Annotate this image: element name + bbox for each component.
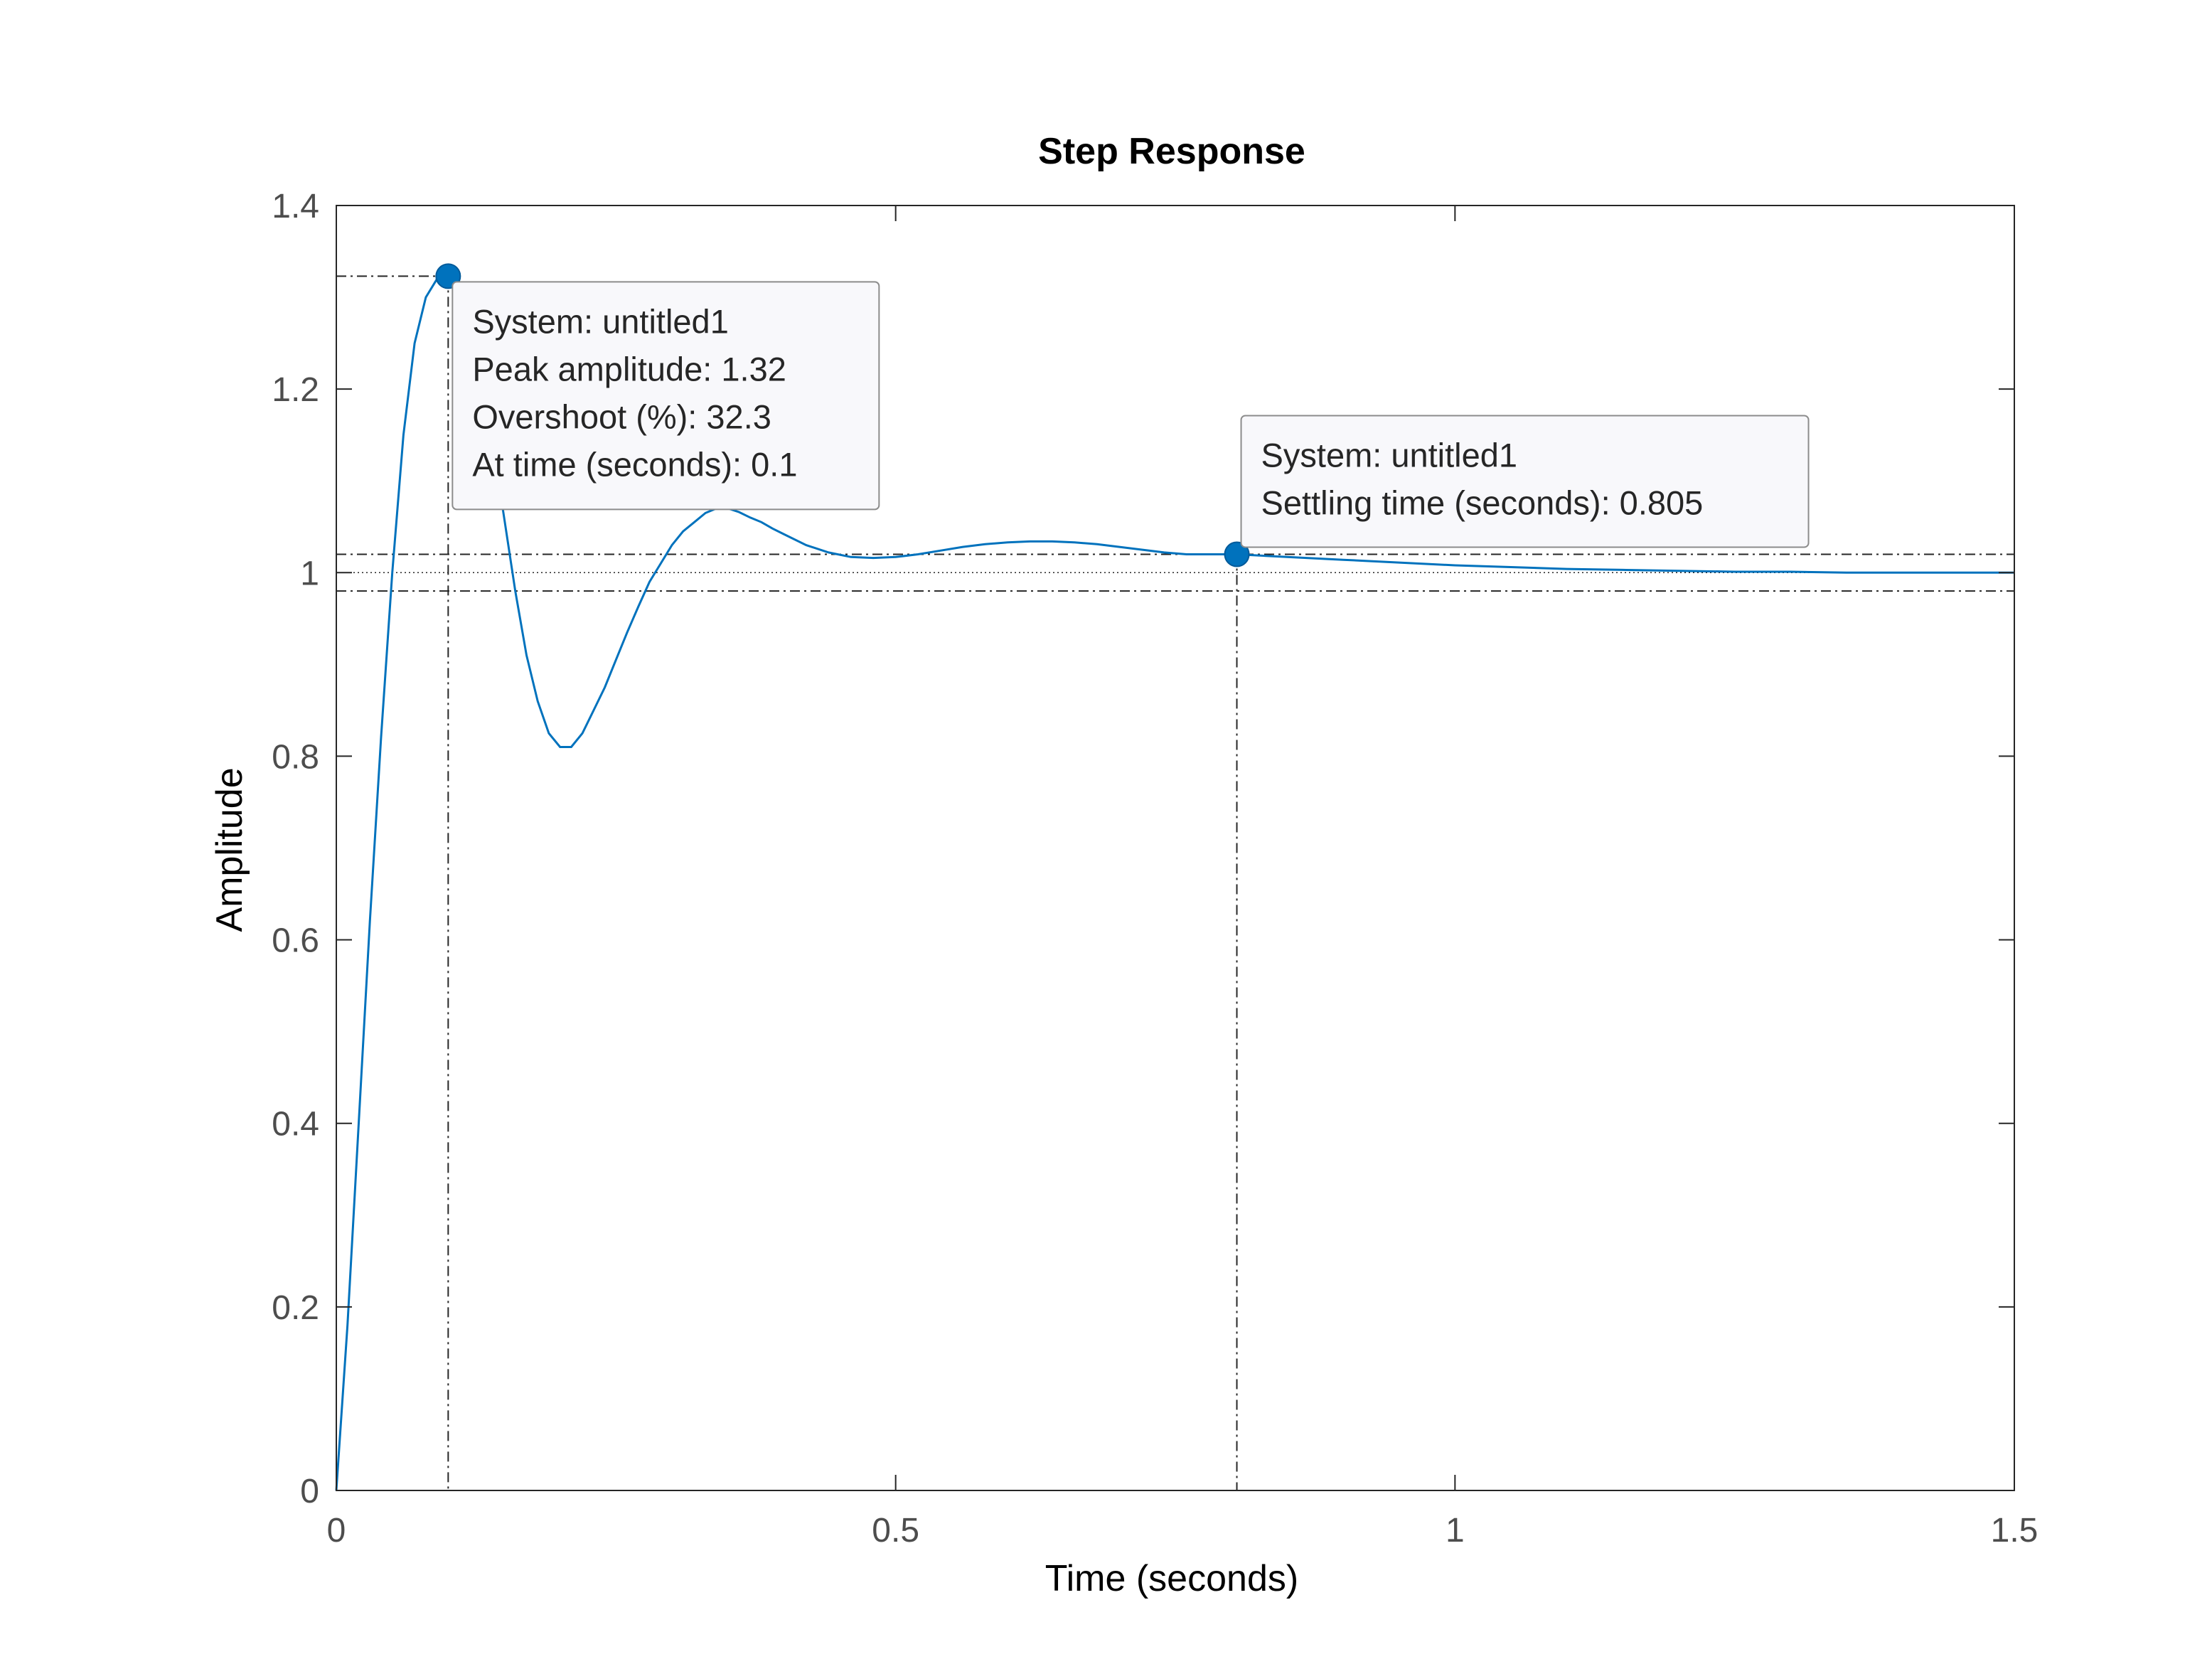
datatip-line: System: untitled1 xyxy=(472,302,729,340)
y-tick-label: 0.8 xyxy=(272,738,319,776)
x-tick-label: 1.5 xyxy=(1991,1512,2039,1549)
datatip-box xyxy=(452,281,880,511)
settling-marker[interactable] xyxy=(1224,541,1250,567)
y-tick-label: 0.2 xyxy=(272,1289,319,1327)
peak-datatip: System: untitled1 Peak amplitude: 1.32 Ove… xyxy=(452,281,880,511)
datatip-line: Settling time (seconds): 0.805 xyxy=(1261,484,1704,521)
x-tick-label: 1 xyxy=(1446,1512,1465,1549)
datatip-line: System: untitled1 xyxy=(1261,436,1518,474)
y-tick-label: 0.6 xyxy=(272,922,319,960)
datatip-line: At time (seconds): 0.1 xyxy=(472,445,797,483)
datatip-line: Peak amplitude: 1.32 xyxy=(472,350,786,388)
settling-datatip: System: untitled1 Settling time (seconds)… xyxy=(1240,415,1810,548)
axes-box xyxy=(336,205,2015,1491)
datatips-layer: System: untitled1 Peak amplitude: 1.32 Ove… xyxy=(452,281,1810,548)
y-tick-label: 1.2 xyxy=(272,371,319,409)
chart-title: Step Response xyxy=(1038,131,1305,172)
datatip-line: Overshoot (%): 32.3 xyxy=(472,398,771,435)
x-axis-label: Time (seconds) xyxy=(1045,1558,1298,1599)
y-tick-label: 1.4 xyxy=(272,188,319,225)
y-tick-label: 1 xyxy=(300,555,319,592)
y-tick-label: 0.4 xyxy=(272,1106,319,1143)
x-tick-label: 0.5 xyxy=(872,1512,919,1549)
y-tick-label: 0 xyxy=(300,1473,319,1510)
ticks-layer: 0 0.5 1 1.5 0 0.2 0.4 0.6 0.8 1 1.2 1.4 xyxy=(272,188,2038,1549)
y-axis-label: Amplitude xyxy=(209,767,250,932)
x-tick-label: 0 xyxy=(327,1512,346,1549)
datatip-box xyxy=(1240,415,1810,548)
